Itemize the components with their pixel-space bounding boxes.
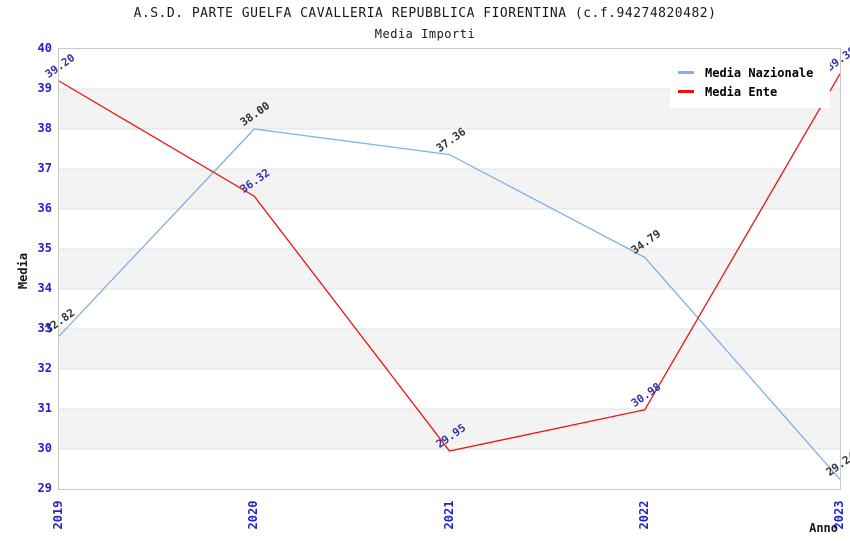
- legend-label: Media Nazionale: [705, 65, 814, 80]
- series-line-1: [58, 73, 841, 452]
- y-tick-label: 32: [37, 361, 52, 375]
- y-tick-label: 37: [37, 161, 52, 175]
- chart-title: A.S.D. PARTE GUELFA CAVALLERIA REPUBBLIC…: [133, 6, 717, 21]
- legend-line-swatch-icon: [678, 71, 694, 74]
- legend-item-media-ente: Media Ente: [678, 82, 822, 101]
- y-tick-label: 33: [37, 321, 52, 335]
- chart-subtitle: Media Importi: [374, 27, 476, 41]
- y-tick-label: 34: [37, 281, 52, 295]
- x-tick-label: 2019: [51, 500, 65, 530]
- y-tick-label: 30: [37, 441, 52, 455]
- y-tick-label: 29: [37, 481, 52, 495]
- y-tick-label: 40: [37, 41, 52, 55]
- x-tick-label: 2022: [636, 500, 651, 530]
- legend: Media Nazionale Media Ente: [670, 56, 830, 108]
- x-tick-label: 2020: [246, 500, 261, 530]
- y-tick-label: 39: [37, 81, 52, 95]
- series-line-0: [58, 128, 841, 480]
- y-tick-label: 38: [37, 121, 52, 135]
- y-tick-label: 36: [37, 201, 52, 215]
- y-tick-label: 35: [37, 241, 52, 255]
- legend-line-swatch-icon: [678, 90, 694, 93]
- y-tick-label: 31: [37, 401, 52, 415]
- legend-item-media-nazionale: Media Nazionale: [678, 63, 822, 82]
- x-tick-label: 2021: [441, 500, 456, 530]
- plot-area: 32.82 38.00 37.36 34.79 29.24 39.20 36.32 29.95…: [43, 44, 850, 490]
- x-axis-title: Anno: [809, 521, 838, 535]
- legend-label: Media Ente: [705, 84, 778, 99]
- plot-canvas: [58, 73, 841, 480]
